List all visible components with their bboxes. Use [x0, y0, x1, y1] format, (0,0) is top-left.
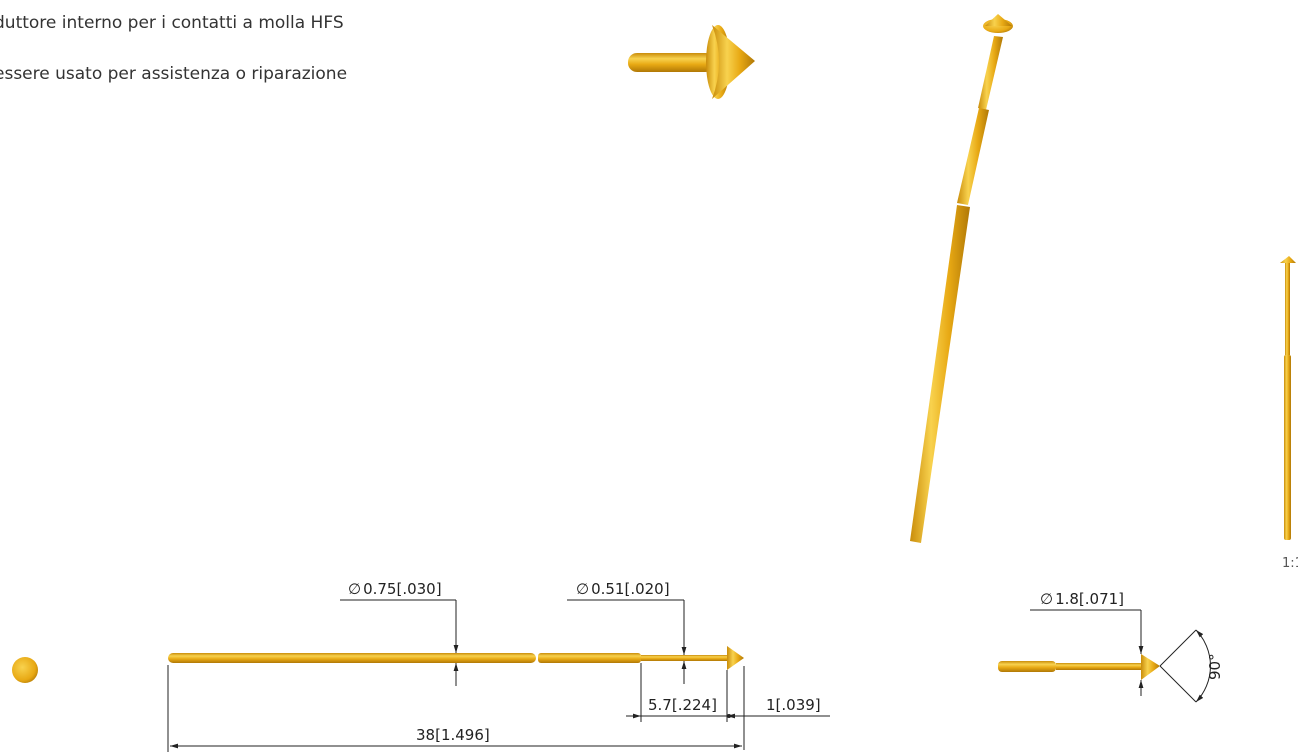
main-pin-tip: [641, 655, 727, 661]
scale-pin-view: [1280, 256, 1296, 540]
main-pin-shaft-2: [538, 653, 641, 663]
head-side-cone: [1141, 654, 1160, 680]
angled-pin-view: [910, 14, 1013, 543]
dia-head-label: ∅ 1.8[.071]: [1040, 590, 1124, 608]
head-detail-cone: [712, 25, 755, 99]
dia-main-label: ∅ 0.75[.030]: [348, 580, 442, 598]
angled-pin-mid-section: [957, 108, 989, 205]
angled-pin-main-section: [910, 205, 970, 543]
len-total-label: 38[1.496]: [416, 726, 490, 744]
len-tip-label: 5.7[.224]: [648, 696, 717, 714]
dimension-lines: [167, 599, 1211, 752]
main-pin-head: [727, 646, 744, 670]
main-pin-shaft-1: [168, 653, 536, 663]
angled-pin-tip-section: [978, 36, 1003, 110]
angle-label: 90°: [1206, 653, 1224, 680]
angled-pin-head-cone: [985, 14, 1012, 26]
head-detail-shaft: [628, 53, 714, 72]
head-side-shaft: [998, 661, 1056, 672]
dia-tip-label: ∅ 0.51[.020]: [576, 580, 670, 598]
head-side-tip: [1056, 663, 1141, 670]
description-line-2: essere usato per assistenza o riparazion…: [0, 64, 348, 84]
scale-pin-head: [1280, 256, 1296, 263]
head-side-view: [998, 654, 1160, 680]
scale-label: 1:1: [1282, 556, 1298, 571]
scale-pin-tip: [1285, 263, 1290, 355]
main-side-view: [168, 646, 744, 670]
len-head-label: 1[.039]: [766, 696, 821, 714]
end-view-circle: [12, 657, 38, 683]
scale-pin-body: [1284, 355, 1291, 540]
description-line-1: duttore interno per i contatti a molla H…: [0, 13, 344, 33]
dimension-dot: [727, 714, 731, 718]
head-detail-view: [628, 25, 755, 99]
